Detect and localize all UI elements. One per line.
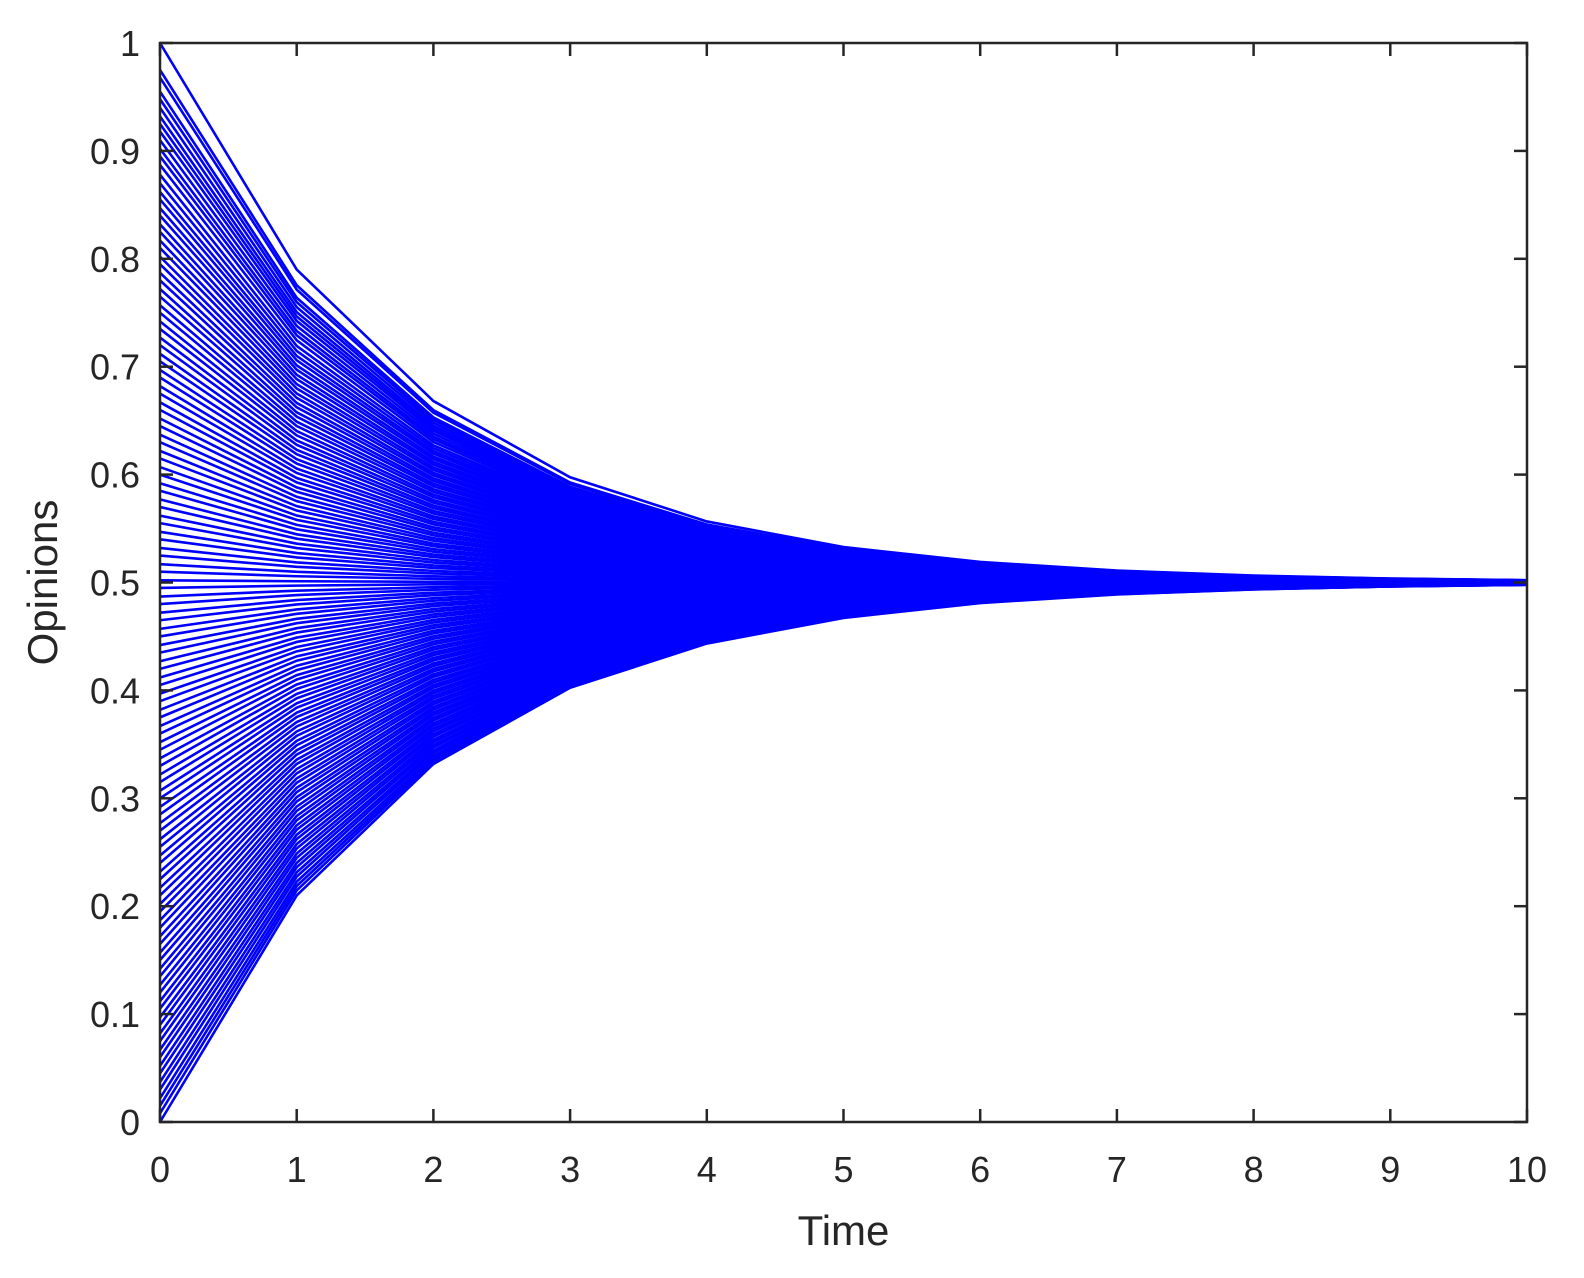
y-tick-labels: 0 0.1 0.2 0.3 0.4 0.5 0.6 0.7 0.8 0.9 1 — [90, 23, 140, 1143]
x-tick-label-9: 9 — [1380, 1149, 1400, 1190]
y-tick-label-3: 0.3 — [90, 778, 140, 819]
x-tick-label-4: 4 — [697, 1149, 717, 1190]
x-tick-labels: 0 1 2 3 4 5 6 7 8 9 10 — [150, 1149, 1547, 1190]
x-axis-title: Time — [798, 1207, 890, 1254]
x-tick-label-10: 10 — [1507, 1149, 1547, 1190]
y-tick-label-4: 0.4 — [90, 670, 140, 711]
y-tick-label-7: 0.7 — [90, 347, 140, 388]
x-tick-label-7: 7 — [1107, 1149, 1127, 1190]
axis-ticks — [158, 41, 1529, 1124]
opinion-trajectories — [158, 42, 1528, 1123]
y-tick-label-9: 0.9 — [90, 131, 140, 172]
y-tick-label-10: 1 — [120, 23, 140, 64]
y-tick-label-5: 0.5 — [90, 563, 140, 604]
y-tick-label-1: 0.1 — [90, 994, 140, 1035]
x-tick-label-1: 1 — [287, 1149, 307, 1190]
x-tick-label-6: 6 — [970, 1149, 990, 1190]
x-tick-label-0: 0 — [150, 1149, 170, 1190]
y-axis-title: Opinions — [19, 500, 66, 666]
x-tick-label-2: 2 — [423, 1149, 443, 1190]
opinion-trajectory-130 — [158, 583, 1528, 1123]
y-tick-label-2: 0.2 — [90, 886, 140, 927]
x-tick-label-8: 8 — [1244, 1149, 1264, 1190]
x-tick-label-3: 3 — [560, 1149, 580, 1190]
y-tick-label-6: 0.6 — [90, 455, 140, 496]
y-tick-label-8: 0.8 — [90, 239, 140, 280]
y-tick-label-0: 0 — [120, 1102, 140, 1143]
x-tick-label-5: 5 — [833, 1149, 853, 1190]
